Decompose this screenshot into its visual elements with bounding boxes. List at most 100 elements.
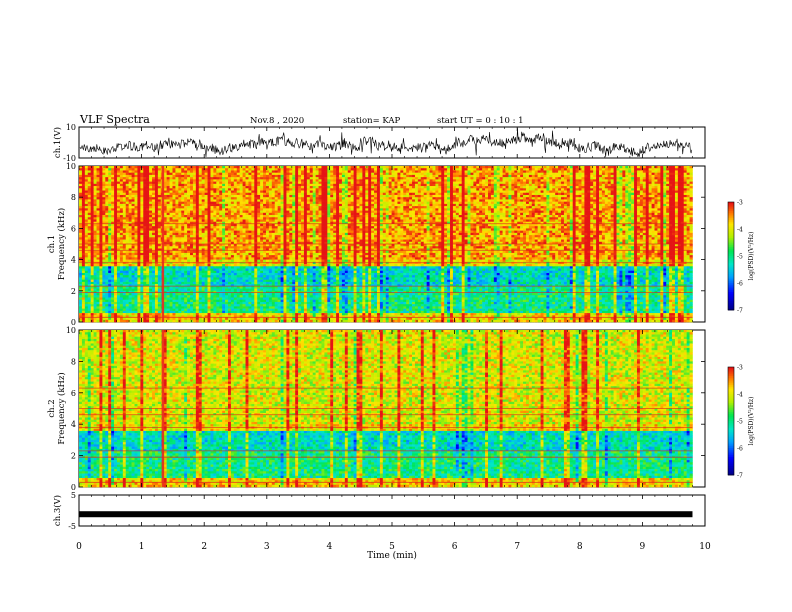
- ch1-spectrogram-cell: [578, 181, 582, 185]
- ch1-spectrogram-cell: [289, 199, 293, 202]
- ch1-spectrogram-cell: [561, 170, 565, 173]
- ch1-spectrogram-cell: [163, 208, 167, 211]
- ch1-spectrogram-cell: [572, 210, 576, 214]
- ch1-spectrogram-cell: [499, 208, 503, 211]
- ch1-spectrogram-cell: [552, 206, 556, 209]
- ch1-spectrogram-cell: [669, 188, 673, 191]
- ch1-spectrogram-cell: [187, 190, 191, 194]
- ch1-spectrogram-cell: [327, 183, 331, 187]
- ch1-spectrogram-cell: [84, 208, 89, 211]
- ch1-spectrogram-cell: [505, 192, 509, 196]
- ch1-spectrogram-cell: [552, 179, 556, 182]
- ch1-spectrogram-cell: [216, 181, 220, 185]
- ch1-spectrogram-cell: [683, 172, 687, 176]
- ch1-spectrogram-cell: [645, 181, 649, 185]
- ch1-spectrogram-cell: [520, 170, 524, 173]
- ch1-spectrogram-cell: [511, 166, 515, 169]
- ch1-spectrogram-cell: [634, 174, 638, 178]
- ch1-spectrogram-cell: [134, 194, 138, 198]
- ch1-spectrogram-cell: [476, 203, 480, 207]
- ch1-spectrogram-cell: [578, 212, 582, 216]
- ch1-spectrogram-cell: [470, 188, 474, 191]
- ch1-spectrogram-cell: [455, 203, 460, 207]
- ch1-spectrogram-cell: [116, 190, 121, 194]
- ch1-spectrogram-cell: [306, 174, 311, 178]
- ch1-spectrogram-cell: [680, 179, 685, 182]
- ch1-spectrogram-cell: [651, 210, 655, 214]
- ch1-spectrogram-cell: [447, 201, 451, 205]
- ch1-spectrogram-cell: [432, 168, 436, 171]
- ch1-spectrogram-cell: [403, 197, 407, 200]
- ch1-spectrogram-cell: [227, 208, 232, 211]
- ch1-spectrogram-cell: [473, 190, 477, 194]
- ch1-spectrogram-cell: [263, 179, 267, 182]
- ch1-spectrogram-cell: [163, 203, 167, 207]
- ch1-spectrogram-cell: [315, 190, 319, 194]
- ch1-spectrogram-cell: [561, 172, 565, 176]
- ch1-spectrogram-cell: [301, 192, 305, 196]
- ch1-spectrogram-cell: [230, 212, 235, 216]
- ch1-spectrogram-cell: [225, 172, 229, 176]
- ch1-spectrogram-cell: [157, 186, 162, 189]
- ch1-spectrogram-cell: [487, 188, 492, 191]
- ch1-spectrogram-cell: [648, 181, 652, 185]
- ch1-spectrogram-cell: [356, 203, 360, 207]
- date-label: Nov.8 , 2020: [250, 116, 304, 126]
- ch1-spectrogram-cell: [388, 174, 392, 178]
- ch1-spectrogram-cell: [423, 181, 427, 185]
- ch1-spectrogram-cell: [502, 206, 506, 209]
- ch1-spectrogram-cell: [593, 174, 597, 178]
- ch1-spectrogram-cell: [128, 172, 132, 176]
- ch1-spectrogram-cell: [295, 172, 299, 176]
- ch1-spectrogram-cell: [482, 208, 486, 211]
- ch1-spectrogram-cell: [420, 183, 425, 187]
- ch1-spectrogram-cell: [508, 170, 512, 173]
- ch1-spectrogram-cell: [628, 177, 632, 180]
- ch1-spectrogram-cell: [572, 186, 576, 189]
- ch1-spectrogram-cell: [639, 197, 644, 200]
- ch1-spectrogram-cell: [371, 170, 375, 173]
- ch1-spectrogram-cell: [233, 210, 238, 214]
- ch1-spectrogram-cell: [111, 177, 115, 180]
- ch1-spectrogram-cell: [546, 192, 550, 196]
- ch1-spectrogram-cell: [347, 188, 351, 191]
- ch1-spectrogram-cell: [604, 172, 609, 176]
- ch1-spectrogram-cell: [528, 179, 533, 182]
- ch1-spectrogram-cell: [485, 170, 489, 173]
- ch1-spectrogram-cell: [149, 208, 153, 211]
- ch1-spectrogram-cell: [265, 194, 270, 198]
- ch1-spectrogram-cell: [651, 194, 655, 198]
- ch1-spectrogram-cell: [315, 201, 319, 205]
- ch1-spectrogram-cell: [458, 177, 462, 180]
- ch1-spectrogram-cell: [376, 199, 381, 202]
- ch1-spectrogram-cell: [195, 179, 200, 182]
- ch1-spectrogram-cell: [587, 194, 591, 198]
- ch1-spectrogram-cell: [219, 210, 223, 214]
- ch1-spectrogram-cell: [371, 166, 375, 169]
- ch1-spectrogram-cell: [651, 181, 655, 185]
- ch1-spectrogram-cell: [230, 170, 235, 173]
- ch1-spectrogram-cell: [362, 188, 366, 191]
- ch1-spectrogram-cell: [674, 197, 679, 200]
- ch1-spectrogram-cell: [198, 172, 202, 176]
- ch1-spectrogram-cell: [143, 212, 147, 216]
- ch1-spectrogram-cell: [154, 190, 159, 194]
- ch1-spectrogram-cell: [178, 199, 182, 202]
- ch1-spectrogram-cell: [663, 183, 667, 187]
- ch1-spectrogram-cell: [441, 210, 445, 214]
- ch1-spectrogram-cell: [233, 199, 238, 202]
- ch1-spectrogram-cell: [403, 203, 407, 207]
- ch1-spectrogram-cell: [146, 166, 150, 169]
- ch1-spectrogram-cell: [330, 199, 334, 202]
- ch1-spectrogram-cell: [648, 174, 652, 178]
- ch1-spectrogram-cell: [178, 210, 182, 214]
- ch1-spectrogram-cell: [254, 170, 258, 173]
- ch1-spectrogram-cell: [149, 181, 153, 185]
- ch1-spectrogram-cell: [423, 174, 427, 178]
- ch1-spectrogram-cell: [222, 179, 226, 182]
- ch1-spectrogram-cell: [87, 179, 91, 182]
- ch1-spectrogram-cell: [528, 168, 533, 171]
- ch1-spectrogram-cell: [546, 215, 550, 218]
- ch1-spectrogram-cell: [157, 199, 162, 202]
- ch1-spectrogram-cell: [631, 168, 635, 171]
